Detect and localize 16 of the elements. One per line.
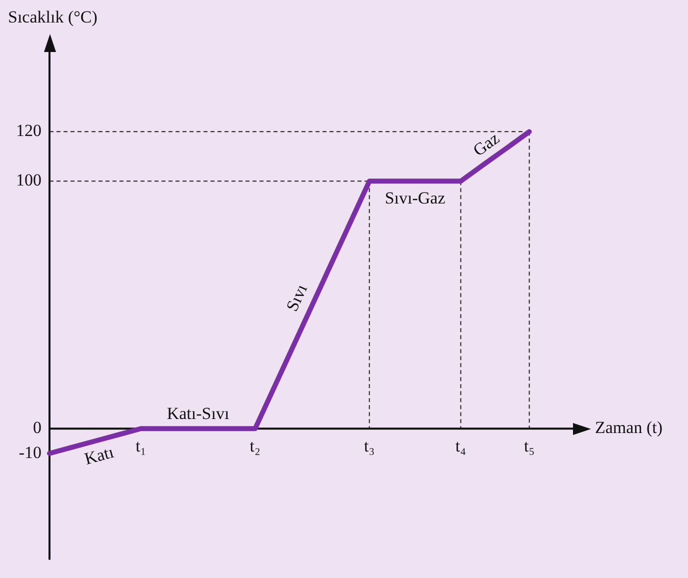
annotation: Katı-Sıvı	[166, 404, 230, 424]
x-tick-label: t₂	[250, 436, 260, 456]
x-axis-title: Zaman (t)	[595, 418, 662, 438]
annotation: Sıvı-Gaz	[384, 188, 446, 208]
x-tick-label: t₅	[524, 436, 535, 456]
y-tick-label: 120	[16, 121, 42, 140]
x-tick-label: t₃	[364, 436, 375, 456]
annotation: Sıvı	[282, 281, 312, 314]
y-axis-title: Sıcaklık (°C)	[8, 7, 98, 26]
y-tick-label: 100	[16, 170, 42, 190]
annotation: Katı	[82, 442, 116, 468]
x-tick-label: t₁	[136, 436, 146, 456]
x-tick-label: t₄	[455, 436, 466, 456]
y-tick-label: 0	[33, 418, 42, 438]
annotation: Gaz	[470, 128, 504, 160]
y-tick-label: -10	[18, 442, 42, 462]
